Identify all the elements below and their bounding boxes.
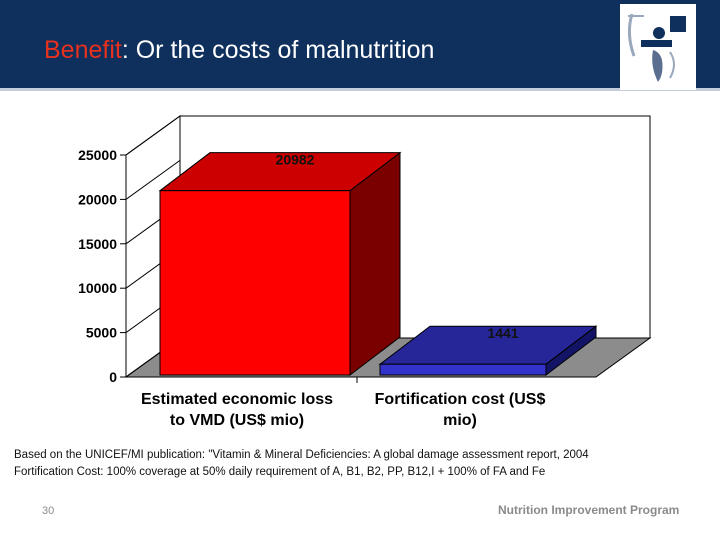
program-logo-icon	[620, 4, 696, 90]
slide-header	[0, 0, 720, 88]
y-tick-label: 0	[109, 369, 117, 385]
header-divider	[0, 88, 720, 91]
x-category-label: mio)	[443, 412, 477, 429]
footnote-cost-definition: Fortification Cost: 100% coverage at 50%…	[14, 466, 546, 478]
title-text: : Or the costs of malnutrition	[121, 36, 435, 64]
x-category-label: Estimated economic loss	[141, 391, 333, 408]
y-tick-depth-line	[125, 159, 181, 200]
footnote: Based on the UNICEF/MI publication: "Vit…	[14, 447, 720, 481]
slide-title: Benefit: Or the costs of malnutrition	[44, 36, 434, 65]
bar	[379, 363, 547, 376]
bar-chart: 0 5000 10000 15000 20000 25000 20982 1441 Estima…	[78, 115, 652, 429]
program-name: Nutrition Improvement Program	[498, 503, 680, 517]
x-category-label: to VMD (US$ mio)	[170, 412, 304, 429]
bar-side	[349, 151, 401, 377]
y-tick-label: 10000	[78, 280, 117, 296]
data-label: 1441	[487, 325, 518, 341]
title-accent: Benefit	[44, 36, 122, 64]
y-tick-label: 20000	[78, 191, 117, 207]
bar	[159, 190, 351, 376]
data-label: 20982	[276, 152, 315, 168]
y-tick-label: 15000	[78, 236, 117, 252]
page-number: 30	[42, 505, 55, 517]
y-tick-depth-line	[125, 115, 181, 156]
y-tick-label: 25000	[78, 147, 117, 163]
y-tick-label: 5000	[86, 325, 117, 341]
footnote-source: Based on the UNICEF/MI publication: "Vit…	[14, 449, 589, 461]
x-category-label: Fortification cost (US$	[375, 391, 546, 408]
